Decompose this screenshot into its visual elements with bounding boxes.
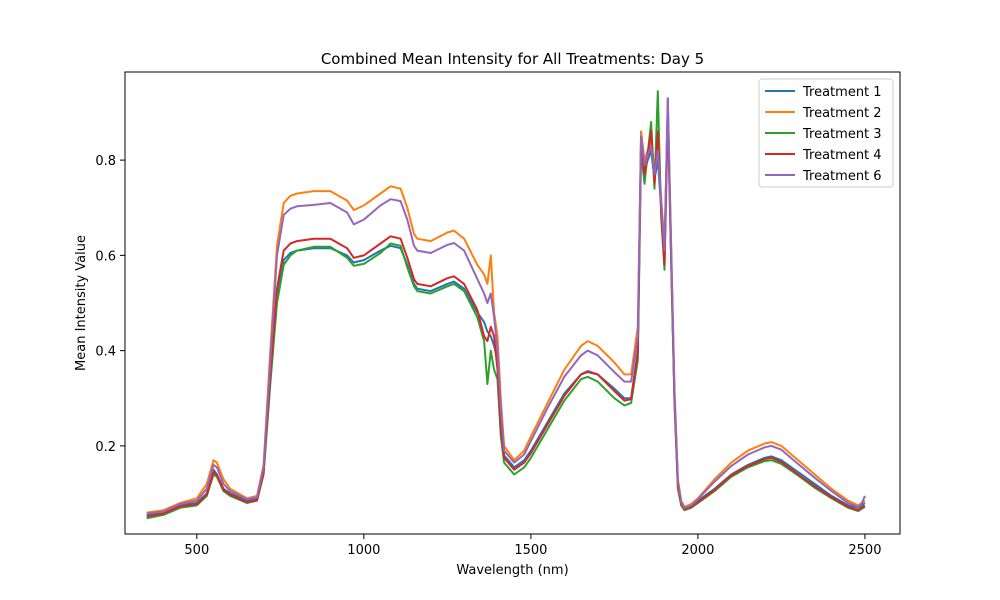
series-line-treatment-3 <box>146 90 866 520</box>
legend-label: Treatment 6 <box>802 169 882 184</box>
legend: Treatment 1 Treatment 2 Treatment 3 Treatme… <box>758 78 894 188</box>
legend-label: Treatment 1 <box>802 85 882 100</box>
legend-label: Treatment 3 <box>802 127 882 142</box>
series-line-treatment-6 <box>146 97 866 515</box>
legend-items: Treatment 1 Treatment 2 Treatment 3 Treatme… <box>765 85 882 184</box>
y-tick-label: 0.6 <box>95 249 116 264</box>
x-tick-label: 2000 <box>681 543 714 558</box>
y-tick-label: 0.8 <box>95 154 116 169</box>
axes-frame <box>124 71 901 535</box>
legend-frame <box>758 78 894 188</box>
x-axis-label: Wavelength (nm) <box>456 563 568 578</box>
series-layer <box>146 90 866 520</box>
x-tick-label: 2500 <box>848 543 881 558</box>
y-axis: 0.2 0.4 0.6 0.8 <box>95 154 125 455</box>
x-axis: 500 1000 1500 2000 2500 <box>184 534 881 558</box>
y-tick-label: 0.4 <box>95 345 116 360</box>
y-tick-label: 0.2 <box>95 440 116 455</box>
legend-label: Treatment 4 <box>802 148 882 163</box>
plot-area: 500 1000 1500 2000 2500 0.2 0.4 0.6 0.8 <box>95 71 901 558</box>
series-line-treatment-4 <box>146 111 866 518</box>
x-tick-label: 500 <box>184 543 209 558</box>
y-axis-label: Mean Intensity Value <box>74 235 89 371</box>
x-tick-label: 1500 <box>514 543 547 558</box>
legend-label: Treatment 2 <box>802 106 882 121</box>
chart-title: Combined Mean Intensity for All Treatmen… <box>321 50 704 68</box>
x-tick-label: 1000 <box>347 543 380 558</box>
